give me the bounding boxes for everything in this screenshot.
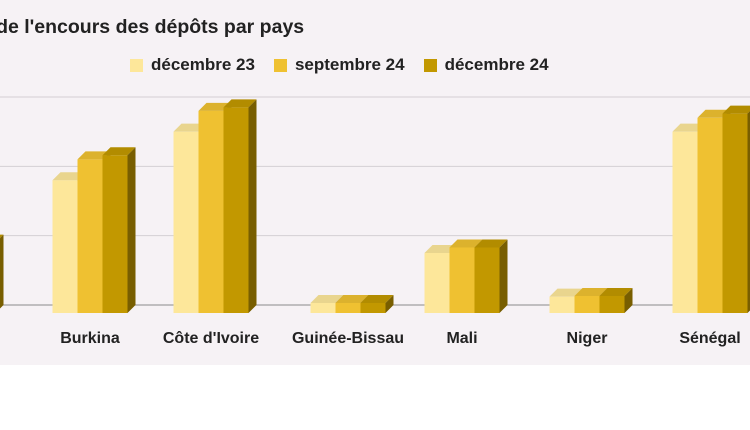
- bar-top: [449, 239, 483, 248]
- bar-top: [52, 172, 86, 181]
- bar-front: [449, 247, 475, 313]
- bar-front: [102, 155, 128, 313]
- bar-side: [747, 111, 750, 313]
- bar-top: [424, 245, 458, 253]
- bar-top: [310, 295, 344, 303]
- bar-front: [52, 180, 78, 313]
- bar: [102, 147, 136, 313]
- bar-side: [127, 147, 136, 313]
- bar-front: [360, 303, 386, 313]
- bar-side: [0, 234, 4, 309]
- bar-side: [248, 99, 257, 314]
- bar-top: [77, 151, 111, 160]
- bar-front: [335, 303, 361, 313]
- bar-front: [474, 247, 500, 313]
- bar-front: [549, 296, 575, 313]
- bar-front: [424, 253, 450, 313]
- bar: [599, 287, 633, 313]
- legend-label-dec23: décembre 23: [151, 55, 255, 74]
- bar-front: [672, 131, 698, 313]
- bar-top: [697, 109, 731, 118]
- bar: [0, 234, 4, 309]
- bar-front: [173, 131, 199, 313]
- legend-label-dec24: décembre 24: [444, 55, 549, 74]
- category-label: Sénégal: [679, 330, 740, 347]
- bar-chart-plot: Burkina Côte d'Ivoire Guinée-Bissau Mali Nig…: [0, 96, 750, 347]
- bar-top: [102, 147, 136, 156]
- bar-front: [223, 107, 249, 314]
- bar-top: [474, 239, 508, 248]
- bar-front: [310, 303, 336, 313]
- legend-swatch-dec24: [423, 58, 437, 72]
- bar-side: [385, 295, 394, 313]
- legend-label-sep24: septembre 24: [294, 55, 405, 74]
- bar-side: [624, 287, 633, 313]
- bar: [360, 295, 394, 313]
- legend-item-sep24: septembre 24: [273, 55, 405, 75]
- bars: [0, 99, 750, 314]
- category-label: Guinée-Bissau: [292, 330, 404, 347]
- bar-front: [599, 295, 625, 313]
- bar: [722, 105, 750, 313]
- bar-top: [722, 105, 750, 114]
- bar-top: [672, 123, 706, 132]
- legend-item-dec23: décembre 23: [130, 55, 255, 75]
- bar: [223, 99, 257, 314]
- bar-front: [722, 113, 748, 313]
- bar-front: [697, 117, 723, 313]
- bar-top: [198, 102, 232, 111]
- bar-top: [599, 287, 633, 296]
- legend-item-dec24: décembre 24: [423, 55, 549, 75]
- category-labels: Burkina Côte d'Ivoire Guinée-Bissau Mali Nig…: [60, 330, 740, 347]
- legend-swatch-sep24: [273, 58, 287, 72]
- bar-top: [360, 295, 394, 303]
- legend: décembre 23 septembre 24 décembre 24: [130, 55, 568, 75]
- bar-top: [173, 123, 207, 132]
- category-label: Mali: [446, 330, 477, 347]
- chart-title: ution de l'encours des dépôts par pays: [0, 16, 305, 38]
- bar-front: [77, 159, 103, 313]
- category-label: Niger: [567, 330, 608, 347]
- bar-top: [549, 288, 583, 297]
- bar-top: [223, 99, 257, 108]
- bar-front: [198, 110, 224, 313]
- bar-front: [574, 295, 600, 313]
- bar: [474, 239, 508, 313]
- legend-swatch-dec23: [130, 58, 143, 72]
- bar-side: [499, 239, 508, 313]
- bar-top: [335, 295, 369, 303]
- bar-top: [574, 287, 608, 296]
- category-label: Côte d'Ivoire: [163, 330, 259, 347]
- chart-frame: ution de l'encours des dépôts par pays d…: [0, 0, 750, 365]
- category-label: Burkina: [60, 330, 120, 347]
